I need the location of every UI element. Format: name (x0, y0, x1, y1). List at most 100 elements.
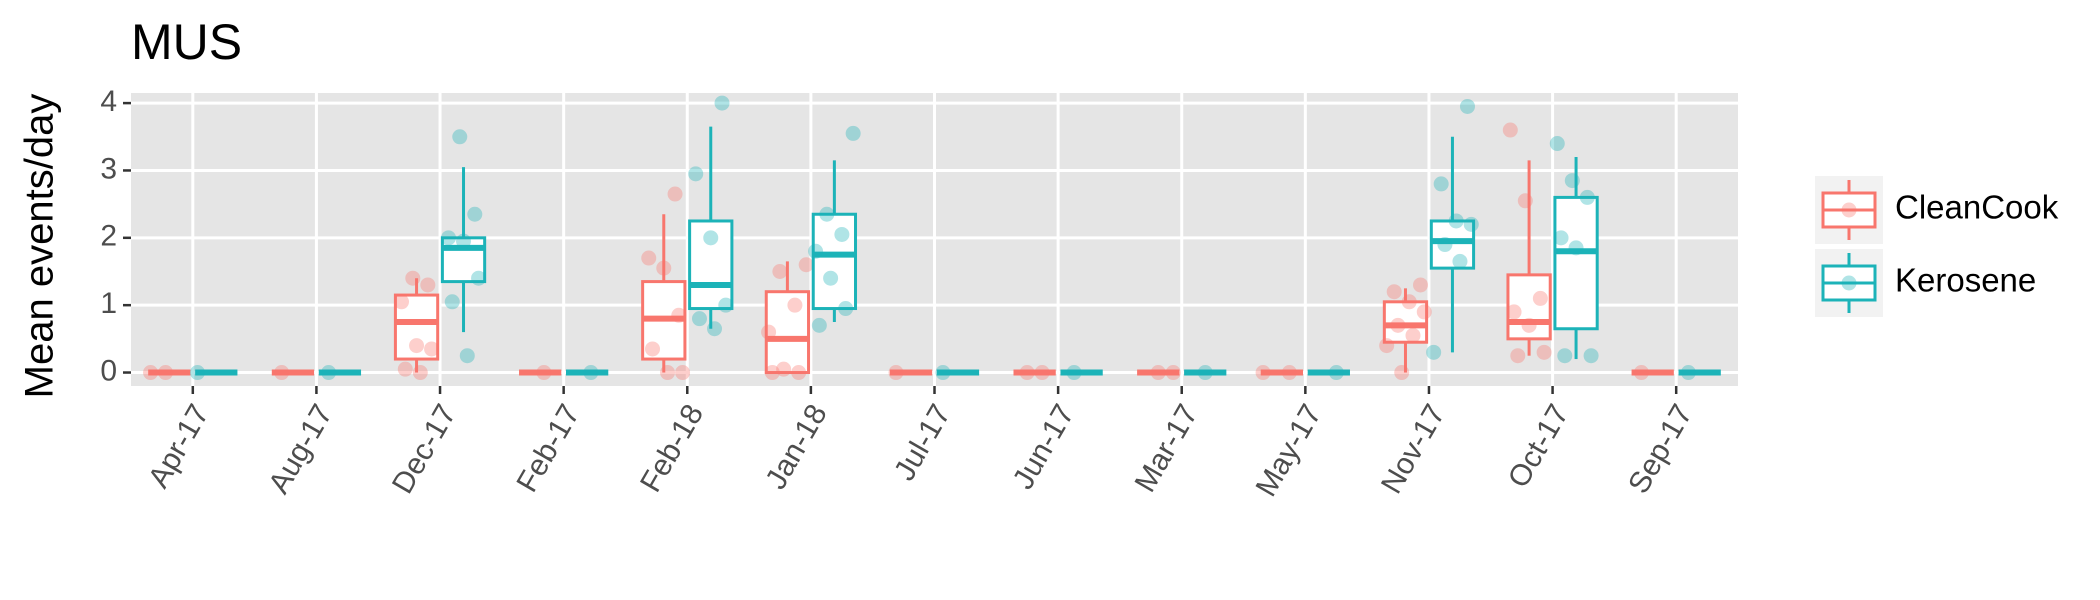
point (1281, 365, 1297, 381)
point (776, 361, 792, 377)
x-tick-label: Mar-17 (1129, 399, 1205, 498)
point (1401, 294, 1417, 310)
box (811, 160, 858, 323)
x-tick-label: Feb-18 (634, 399, 710, 498)
y-tick-label: 4 (100, 85, 117, 118)
point (935, 365, 951, 381)
point (1394, 365, 1410, 381)
box (1506, 160, 1552, 356)
point (1536, 344, 1552, 360)
point (660, 365, 676, 381)
point (409, 338, 425, 354)
legend-key (1841, 202, 1857, 218)
point (1426, 344, 1442, 360)
box-body (1429, 219, 1476, 270)
point (274, 365, 290, 381)
point (467, 206, 483, 222)
point (1579, 189, 1595, 205)
point (452, 129, 468, 145)
x-tick-label: Feb-17 (510, 399, 586, 498)
box (1382, 288, 1429, 373)
x-tick-label: Sep-17 (1622, 399, 1699, 499)
point (691, 311, 707, 327)
point (1463, 216, 1479, 232)
point (405, 270, 421, 286)
y-tick-label: 3 (100, 152, 117, 185)
box-body (811, 212, 858, 311)
point (321, 365, 337, 381)
point (420, 277, 436, 293)
x-tick-label: Jun-17 (1007, 399, 1081, 495)
point (394, 294, 410, 310)
point (1150, 365, 1166, 381)
point (703, 230, 719, 246)
point (1564, 173, 1580, 189)
point (787, 297, 803, 313)
point (714, 95, 730, 111)
point (397, 361, 413, 377)
point (791, 365, 807, 381)
point (688, 166, 704, 182)
point (583, 365, 599, 381)
point (1390, 317, 1406, 333)
y-tick-label: 1 (100, 287, 117, 320)
box-body (1553, 195, 1599, 331)
point (888, 365, 904, 381)
point (845, 125, 861, 141)
point (718, 297, 734, 313)
point (823, 270, 839, 286)
point (1680, 365, 1696, 381)
box-body (1506, 273, 1552, 341)
x-tick-label: Oct-17 (1502, 399, 1576, 493)
legend-label: CleanCook (1895, 189, 2059, 226)
point (811, 317, 827, 333)
point (1521, 317, 1537, 333)
point (764, 365, 780, 381)
box (764, 261, 811, 375)
box-body (688, 219, 734, 311)
box (393, 278, 440, 373)
point (1328, 365, 1344, 381)
point (1448, 213, 1464, 229)
box (1553, 156, 1599, 360)
point (424, 341, 440, 357)
point (1510, 348, 1526, 364)
point (1583, 348, 1599, 364)
point (143, 365, 159, 381)
point (1379, 338, 1395, 354)
point (834, 226, 850, 242)
point (1506, 304, 1522, 320)
box-body (1382, 300, 1429, 344)
point (440, 230, 456, 246)
point (772, 263, 788, 279)
point (1437, 237, 1453, 253)
point (412, 365, 428, 381)
point (761, 324, 777, 340)
point (667, 186, 683, 202)
point (459, 348, 475, 364)
point (456, 233, 472, 249)
point (819, 206, 835, 222)
point (1413, 277, 1429, 293)
point (1416, 304, 1432, 320)
point (1633, 365, 1649, 381)
point (190, 365, 206, 381)
box-body (764, 290, 811, 375)
x-tick-label: Jul-17 (888, 399, 957, 486)
y-axis-label: Mean events/day (18, 94, 62, 399)
point (645, 341, 661, 357)
x-tick-label: Dec-17 (386, 399, 463, 499)
x-tick-label: Jan-18 (759, 399, 833, 495)
point (1019, 365, 1035, 381)
chart-title: MUS (131, 14, 242, 70)
point (838, 301, 854, 317)
point (1255, 365, 1271, 381)
point (1034, 365, 1050, 381)
y-tick-label: 0 (100, 354, 117, 387)
legend-label: Kerosene (1895, 262, 2036, 299)
x-tick-label: May-17 (1250, 399, 1329, 502)
point (1517, 193, 1533, 209)
point (641, 250, 657, 266)
point (671, 307, 687, 323)
